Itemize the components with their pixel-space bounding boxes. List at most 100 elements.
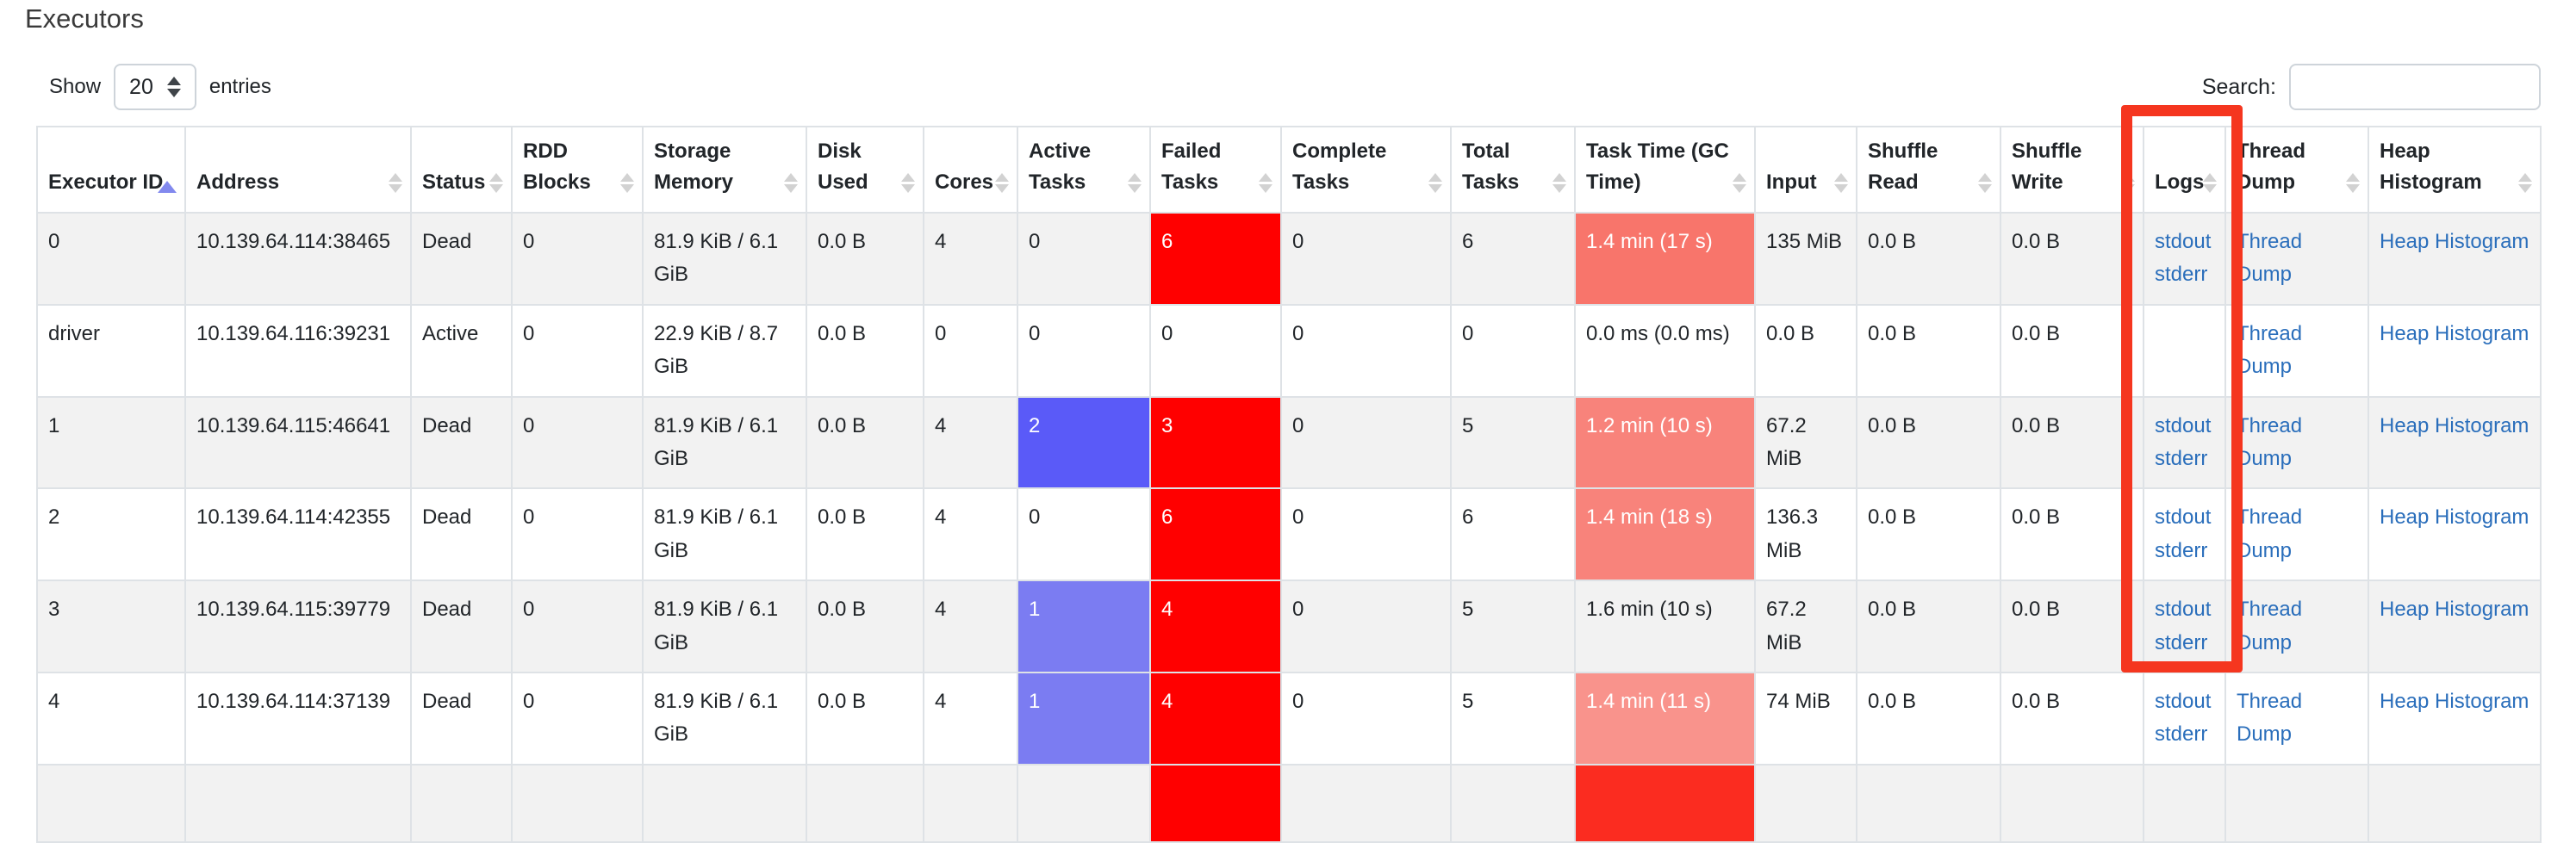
cell-thread-dump: Thread Dump bbox=[2224, 580, 2369, 673]
col-header-logs[interactable]: Logs bbox=[2143, 126, 2226, 214]
table-row: 4 10.139.64.114:37139 Dead 0 81.9 KiB / 6.1 … bbox=[36, 671, 2542, 766]
cell-executor-id: 4 bbox=[36, 671, 186, 766]
col-header-status[interactable]: Status bbox=[410, 126, 513, 214]
cell-logs: stdout stderr bbox=[2143, 580, 2226, 673]
col-header-failed-tasks[interactable]: Failed Tasks bbox=[1149, 126, 1282, 214]
col-header-executor-id[interactable]: Executor ID bbox=[36, 126, 186, 214]
stderr-link[interactable]: stderr bbox=[2155, 630, 2208, 654]
col-header-heap-histogram[interactable]: Heap Histogram bbox=[2368, 126, 2542, 214]
cell-cores: 4 bbox=[923, 487, 1018, 582]
cell-shuffle-read: 0.0 B bbox=[1856, 303, 2001, 398]
heap-histogram-link[interactable]: Heap Histogram bbox=[2380, 321, 2529, 345]
search-input[interactable] bbox=[2289, 64, 2541, 110]
col-header-disk-used[interactable]: Disk Used bbox=[806, 126, 924, 214]
cell-heap-histogram: Heap Histogram bbox=[2368, 212, 2542, 306]
heap-histogram-link[interactable]: Heap Histogram bbox=[2380, 413, 2529, 437]
cell-address: 10.139.64.115:39779 bbox=[184, 580, 412, 673]
col-header-shuffle-write[interactable]: Shuffle Write bbox=[2000, 126, 2144, 214]
cell-cores: 4 bbox=[923, 580, 1018, 673]
heap-histogram-link[interactable]: Heap Histogram bbox=[2380, 505, 2529, 530]
stdout-link[interactable]: stdout bbox=[2155, 505, 2212, 530]
thread-dump-link[interactable]: Thread Dump bbox=[2237, 413, 2303, 470]
cell-address: 10.139.64.114:38465 bbox=[184, 212, 412, 306]
col-header-label: Disk Used bbox=[818, 139, 868, 194]
col-header-rdd-blocks[interactable]: RDD Blocks bbox=[511, 126, 644, 214]
stderr-link[interactable]: stderr bbox=[2155, 446, 2208, 470]
stderr-link[interactable]: stderr bbox=[2155, 538, 2208, 562]
page-title: Executors bbox=[25, 3, 144, 34]
col-header-label: Task Time (GC Time) bbox=[1586, 139, 1729, 194]
cell-disk-used: 0.0 B bbox=[806, 487, 924, 582]
heap-histogram-link[interactable]: Heap Histogram bbox=[2380, 230, 2529, 253]
col-header-label: Address bbox=[196, 170, 280, 194]
cell-active-tasks: 0 bbox=[1017, 487, 1151, 582]
cell-complete-tasks: 0 bbox=[1280, 395, 1452, 490]
cell-active-tasks: 1 bbox=[1017, 580, 1151, 673]
cell-active-tasks: 0 bbox=[1017, 303, 1151, 398]
sort-both-icon bbox=[2346, 173, 2360, 193]
cell-storage-memory: 81.9 KiB / 6.1 GiB bbox=[642, 671, 807, 766]
executors-table-wrapper: Executor ID Address Status RDD Blocks Storag… bbox=[36, 126, 2542, 843]
col-header-label: Failed Tasks bbox=[1161, 139, 1222, 194]
col-header-address[interactable]: Address bbox=[184, 126, 412, 214]
thread-dump-link[interactable]: Thread Dump bbox=[2237, 689, 2303, 747]
cell-heap-histogram: Heap Histogram bbox=[2368, 580, 2542, 673]
cell-shuffle-write: 0.0 B bbox=[2000, 303, 2144, 398]
thread-dump-link[interactable]: Thread Dump bbox=[2237, 505, 2303, 562]
cell-shuffle-read: 0.0 B bbox=[1856, 487, 2001, 582]
stderr-link[interactable]: stderr bbox=[2155, 722, 2208, 747]
col-header-total-tasks[interactable]: Total Tasks bbox=[1450, 126, 1576, 214]
page-size-select[interactable]: 20 bbox=[114, 64, 196, 110]
stdout-link[interactable]: stdout bbox=[2155, 598, 2212, 622]
stderr-link[interactable]: stderr bbox=[2155, 263, 2208, 287]
stdout-link[interactable]: stdout bbox=[2155, 230, 2212, 253]
sort-both-icon bbox=[1733, 173, 1746, 193]
cell-failed-tasks: 4 bbox=[1149, 580, 1282, 673]
cell-thread-dump: Thread Dump bbox=[2224, 303, 2369, 398]
heap-histogram-link[interactable]: Heap Histogram bbox=[2380, 689, 2529, 713]
cell-executor-id: 1 bbox=[36, 395, 186, 490]
thread-dump-link[interactable]: Thread Dump bbox=[2237, 230, 2303, 287]
sort-both-icon bbox=[1259, 173, 1272, 193]
col-header-active-tasks[interactable]: Active Tasks bbox=[1017, 126, 1151, 214]
thread-dump-link[interactable]: Thread Dump bbox=[2237, 321, 2303, 379]
col-header-label: Shuffle Read bbox=[1868, 139, 1938, 194]
col-header-input[interactable]: Input bbox=[1754, 126, 1857, 214]
cell-active-tasks bbox=[1017, 763, 1151, 843]
cell-failed-tasks: 0 bbox=[1149, 303, 1282, 398]
col-header-shuffle-read[interactable]: Shuffle Read bbox=[1856, 126, 2001, 214]
cell-executor-id: 3 bbox=[36, 580, 186, 673]
cell-storage-memory: 81.9 KiB / 6.1 GiB bbox=[642, 580, 807, 673]
select-stepper-icon bbox=[166, 77, 181, 97]
cell-failed-tasks: 3 bbox=[1149, 395, 1282, 490]
col-header-complete-tasks[interactable]: Complete Tasks bbox=[1280, 126, 1452, 214]
cell-storage-memory: 81.9 KiB / 6.1 GiB bbox=[642, 212, 807, 306]
cell-heap-histogram: Heap Histogram bbox=[2368, 303, 2542, 398]
cell-disk-used: 0.0 B bbox=[806, 212, 924, 306]
cell-status: Dead bbox=[410, 395, 513, 490]
cell-address bbox=[184, 763, 412, 843]
col-header-storage-memory[interactable]: Storage Memory bbox=[642, 126, 807, 214]
cell-status: Dead bbox=[410, 580, 513, 673]
sort-both-icon bbox=[1834, 173, 1848, 193]
cell-thread-dump: Thread Dump bbox=[2224, 487, 2369, 582]
stdout-link[interactable]: stdout bbox=[2155, 689, 2212, 713]
col-header-thread-dump[interactable]: Thread Dump bbox=[2224, 126, 2369, 214]
cell-shuffle-write: 0.0 B bbox=[2000, 580, 2144, 673]
cell-shuffle-write: 0.0 B bbox=[2000, 487, 2144, 582]
stdout-link[interactable]: stdout bbox=[2155, 413, 2212, 437]
cell-failed-tasks: 6 bbox=[1149, 487, 1282, 582]
cell-thread-dump: Thread Dump bbox=[2224, 671, 2369, 766]
col-header-task-time[interactable]: Task Time (GC Time) bbox=[1574, 126, 1756, 214]
cell-logs: stdout stderr bbox=[2143, 212, 2226, 306]
cell-shuffle-read bbox=[1856, 763, 2001, 843]
heap-histogram-link[interactable]: Heap Histogram bbox=[2380, 598, 2529, 622]
cell-heap-histogram: Heap Histogram bbox=[2368, 671, 2542, 766]
thread-dump-link[interactable]: Thread Dump bbox=[2237, 598, 2303, 654]
executors-table: Executor ID Address Status RDD Blocks Storag… bbox=[36, 126, 2542, 843]
cell-failed-tasks: 6 bbox=[1149, 212, 1282, 306]
cell-task-time: 0.0 ms (0.0 ms) bbox=[1574, 303, 1756, 398]
col-header-cores[interactable]: Cores bbox=[923, 126, 1018, 214]
table-row: 1 10.139.64.115:46641 Dead 0 81.9 KiB / 6.1 … bbox=[36, 395, 2542, 490]
cell-rdd-blocks: 0 bbox=[511, 395, 644, 490]
